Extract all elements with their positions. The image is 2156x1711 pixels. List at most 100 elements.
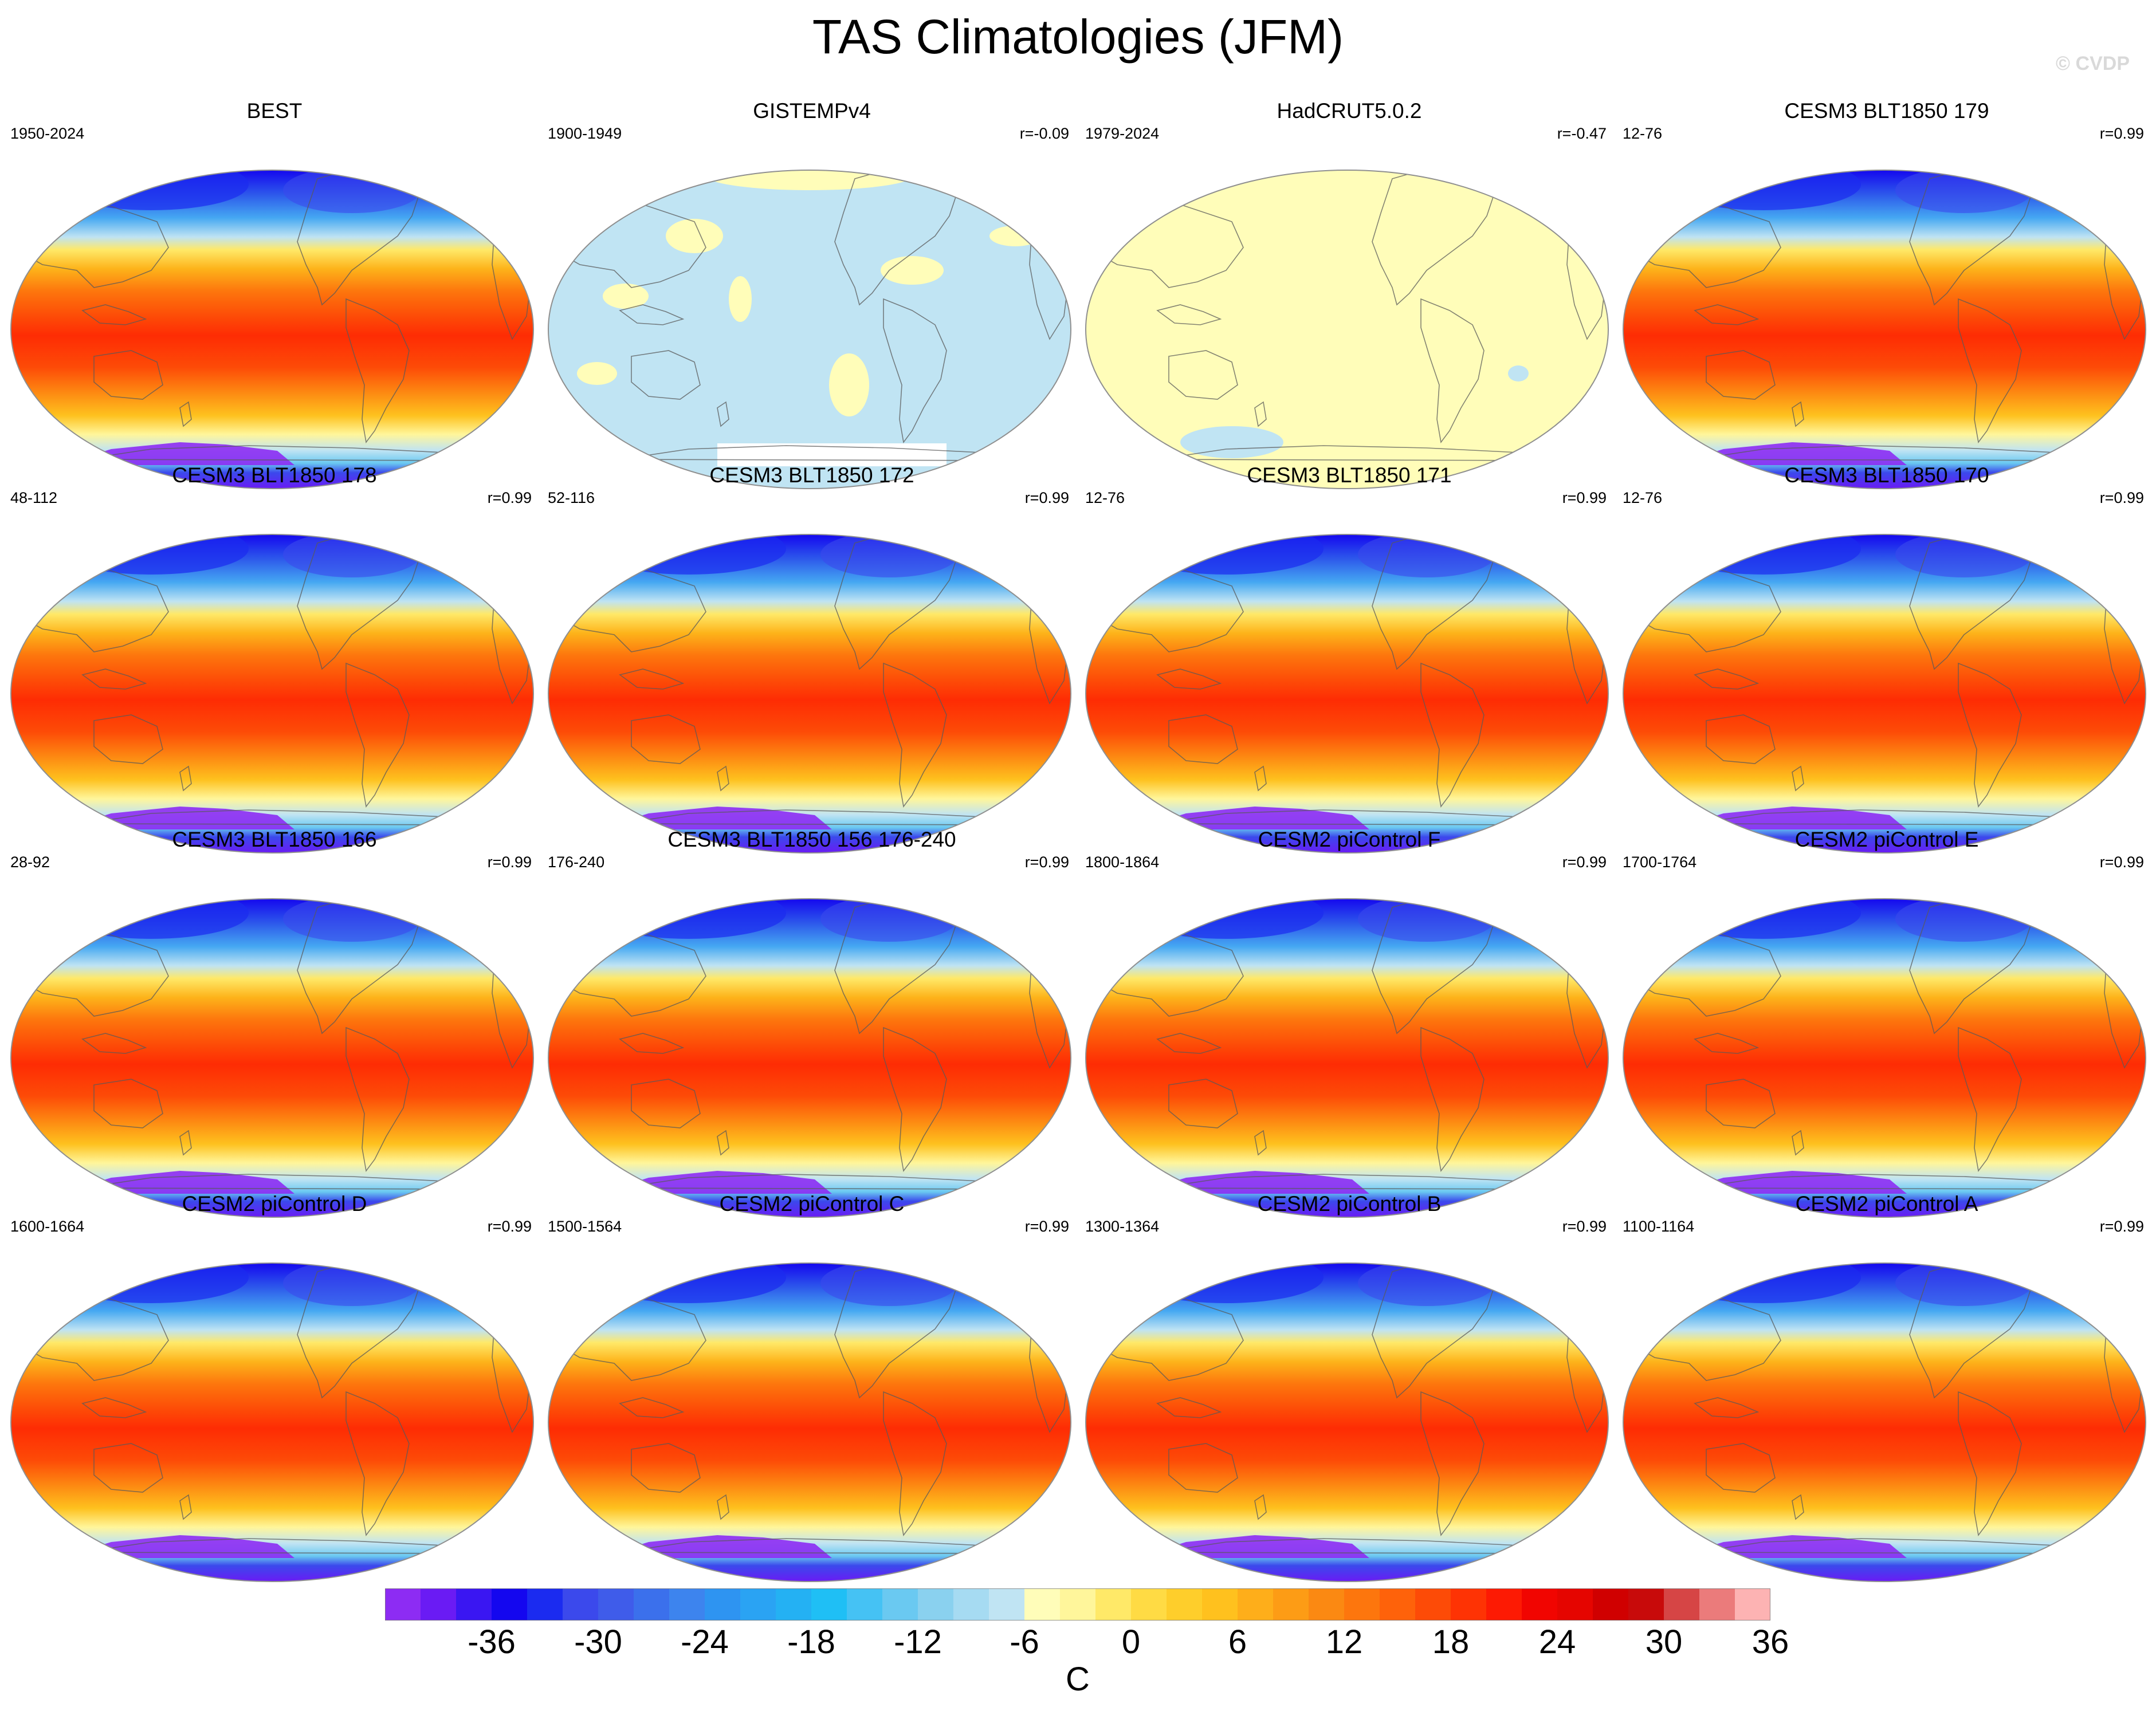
panel-title: CESM3 BLT1850 156 176-240 [667,828,956,851]
temperature-field [548,1263,1071,1582]
colorbar-swatch [1699,1588,1735,1620]
panel-title: CESM2 piControl A [1795,1192,1978,1216]
colorbar-swatch [1095,1588,1132,1620]
colorbar-tick-label: -12 [894,1623,942,1661]
map-panel: CESM2 piControl C 1500-1564 r=0.99 [545,1191,1078,1582]
colorbar-swatch [989,1588,1025,1620]
temperature-field [1086,534,1608,853]
map-canvas [548,1262,1071,1582]
colorbar-swatch [918,1588,954,1620]
panel-title: CESM2 piControl E [1794,828,1979,851]
map-canvas [548,170,1071,489]
panel-correlation: r=-0.09 [1019,125,1069,142]
temperature-field [11,170,533,489]
colorbar-swatch [1522,1588,1558,1620]
panel-title: HadCRUT5.0.2 [1277,99,1422,123]
colorbar-swatch [1557,1588,1593,1620]
map-border [10,898,534,1218]
colorbar-tick-label: 0 [1121,1623,1141,1661]
temperature-field [1623,534,2146,853]
map-canvas [1085,170,1609,489]
colorbar-swatch [1024,1588,1061,1620]
colorbar-swatch [421,1588,457,1620]
temperature-field [1086,899,1608,1217]
temperature-field [1623,170,2146,489]
map-canvas [548,898,1071,1218]
panel-correlation: r=0.99 [487,1218,532,1235]
map-canvas [1623,1262,2146,1582]
panel-period: 1300-1364 [1085,1218,1160,1235]
colorbar-swatch [1060,1588,1096,1620]
colorbar-tick-label: 36 [1751,1623,1789,1661]
colorbar-swatch [1380,1588,1416,1620]
panel-correlation: r=0.99 [487,489,532,506]
colorbar-tick-label: 18 [1432,1623,1470,1661]
map-border [1085,170,1609,489]
map-border [548,170,1071,489]
map-border [1085,898,1609,1218]
map-border [1623,170,2146,489]
panel-correlation: r=0.99 [487,853,532,871]
colorbar-swatch [598,1588,634,1620]
panel-title: CESM3 BLT1850 178 [172,463,377,487]
map-canvas [1623,170,2146,489]
panel-period: 1800-1864 [1085,853,1160,871]
map-panel: CESM2 piControl A 1100-1164 r=0.99 [1620,1191,2153,1582]
map-border [1623,534,2146,853]
panel-period: 1979-2024 [1085,125,1160,142]
panel-title: CESM2 piControl B [1257,1192,1442,1216]
map-panel: CESM2 piControl F 1800-1864 r=0.99 [1083,827,1616,1218]
map-border [1623,1262,2146,1582]
map-canvas [1623,534,2146,853]
panel-period: 1700-1764 [1623,853,1697,871]
panel-correlation: r=0.99 [1024,853,1069,871]
panel-period: 12-76 [1623,489,1663,506]
panel-period: 48-112 [10,489,58,506]
map-panel: CESM2 piControl D 1600-1664 r=0.99 [8,1191,541,1582]
panel-correlation: r=-0.47 [1557,125,1607,142]
map-border [10,170,534,489]
map-panel: CESM3 BLT1850 179 12-76 r=0.99 [1620,99,2153,489]
colorbar-swatch [1131,1588,1167,1620]
temperature-field [11,1263,533,1582]
map-panel: CESM2 piControl B 1300-1364 r=0.99 [1083,1191,1616,1582]
map-border [1623,898,2146,1218]
map-border [1085,534,1609,853]
temperature-field [548,534,1071,853]
colorbar-swatch [1735,1588,1770,1620]
temperature-field [1086,1263,1608,1582]
panel-correlation: r=0.99 [2099,489,2144,506]
colorbar-swatch [527,1588,563,1620]
panel-title: CESM2 piControl C [719,1192,905,1216]
map-panel: CESM3 BLT1850 171 12-76 r=0.99 [1083,463,1616,853]
panel-period: 1500-1564 [548,1218,622,1235]
colorbar-swatch [1167,1588,1203,1620]
panel-title: CESM3 BLT1850 166 [172,828,377,851]
panel-title: CESM3 BLT1850 179 [1784,99,1989,123]
map-border [1085,1262,1609,1582]
panel-title: BEST [246,99,303,123]
panel-correlation: r=0.99 [1562,853,1607,871]
map-border [10,1262,534,1582]
colorbar-swatch [563,1588,599,1620]
map-panel: GISTEMPv4 1900-1949 r=-0.09 [545,99,1078,489]
panel-title: CESM3 BLT1850 172 [709,463,914,487]
map-canvas [10,898,534,1218]
panel-period: 1600-1664 [10,1218,85,1235]
colorbar-swatch [1344,1588,1380,1620]
colorbar-tick-label: -18 [787,1623,835,1661]
colorbar-tick-label: 6 [1228,1623,1247,1661]
map-canvas [1085,534,1609,853]
map-canvas [10,170,534,489]
map-panel: HadCRUT5.0.2 1979-2024 r=-0.47 [1083,99,1616,489]
colorbar-tick-label: 30 [1645,1623,1683,1661]
panel-correlation: r=0.99 [2099,853,2144,871]
panel-title: CESM2 piControl F [1258,828,1441,851]
colorbar-tick-label: -24 [681,1623,729,1661]
panel-correlation: r=0.99 [2099,125,2144,142]
colorbar-tick-label: -36 [468,1623,516,1661]
panel-correlation: r=0.99 [1024,489,1069,506]
panel-period: 28-92 [10,853,50,871]
map-panel: CESM2 piControl E 1700-1764 r=0.99 [1620,827,2153,1218]
temperature-field [1623,1263,2146,1582]
